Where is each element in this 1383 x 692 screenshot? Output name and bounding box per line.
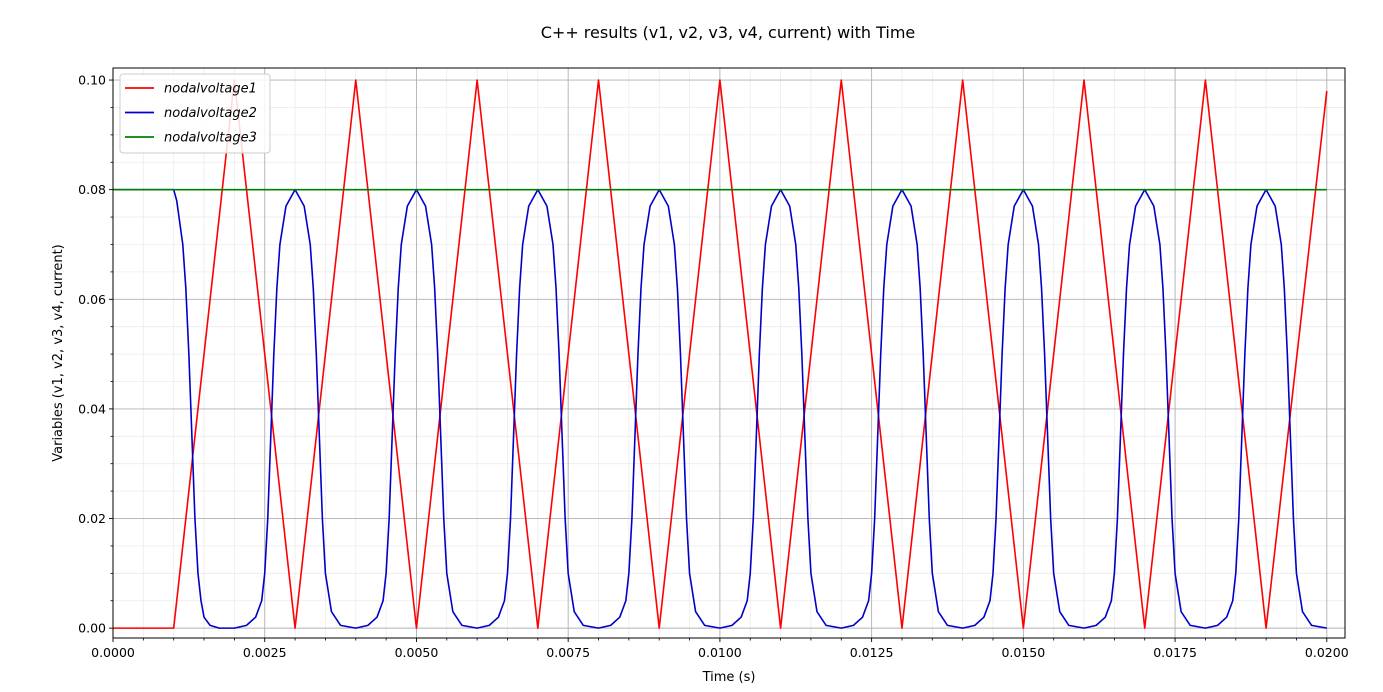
legend-box [119, 73, 271, 154]
grid [112, 68, 1345, 638]
chart-title: C++ results (v1, v2, v3, v4, current) wi… [541, 23, 916, 42]
x-tick-label: 0.0100 [698, 645, 742, 660]
x-tick-label: 0.0075 [546, 645, 590, 660]
x-tick-label: 0.0000 [91, 645, 135, 660]
x-axis-label: Time (s) [702, 670, 756, 685]
y-tick-label: 0.08 [78, 182, 106, 197]
plot-frame [112, 67, 1346, 639]
y-tick-label: 0.00 [78, 621, 106, 636]
legend-label: nodalvoltage3 [164, 131, 257, 146]
series-line-nodalvoltage1 [113, 79, 1328, 629]
y-axis: 0.00 0.02 0.04 0.06 0.08 0.10 [78, 73, 113, 636]
series-line-nodalvoltage2 [113, 188, 1327, 629]
legend-label: nodalvoltage2 [164, 106, 257, 121]
x-tick-label: 0.0125 [850, 645, 894, 660]
x-tick-label: 0.0050 [395, 645, 439, 660]
x-tick-label: 0.0175 [1153, 645, 1197, 660]
y-axis-label: Variables (v1, v2, v3, v4, current) [51, 244, 66, 462]
y-tick-label: 0.04 [78, 401, 106, 416]
x-tick-label: 0.0150 [1001, 645, 1045, 660]
x-tick-label: 0.0200 [1305, 645, 1349, 660]
y-tick-label: 0.06 [78, 292, 106, 307]
x-axis: 0.0000 0.0025 0.0050 0.0075 0.0100 0.0125 0.01… [91, 638, 1349, 660]
series-group [113, 79, 1328, 629]
legend: nodalvoltage1 nodalvoltage2 nodalvoltage3 [119, 73, 271, 154]
x-tick-label: 0.0025 [243, 645, 287, 660]
legend-label: nodalvoltage1 [164, 82, 257, 97]
y-tick-label: 0.10 [78, 73, 106, 88]
y-tick-label: 0.02 [78, 511, 106, 526]
